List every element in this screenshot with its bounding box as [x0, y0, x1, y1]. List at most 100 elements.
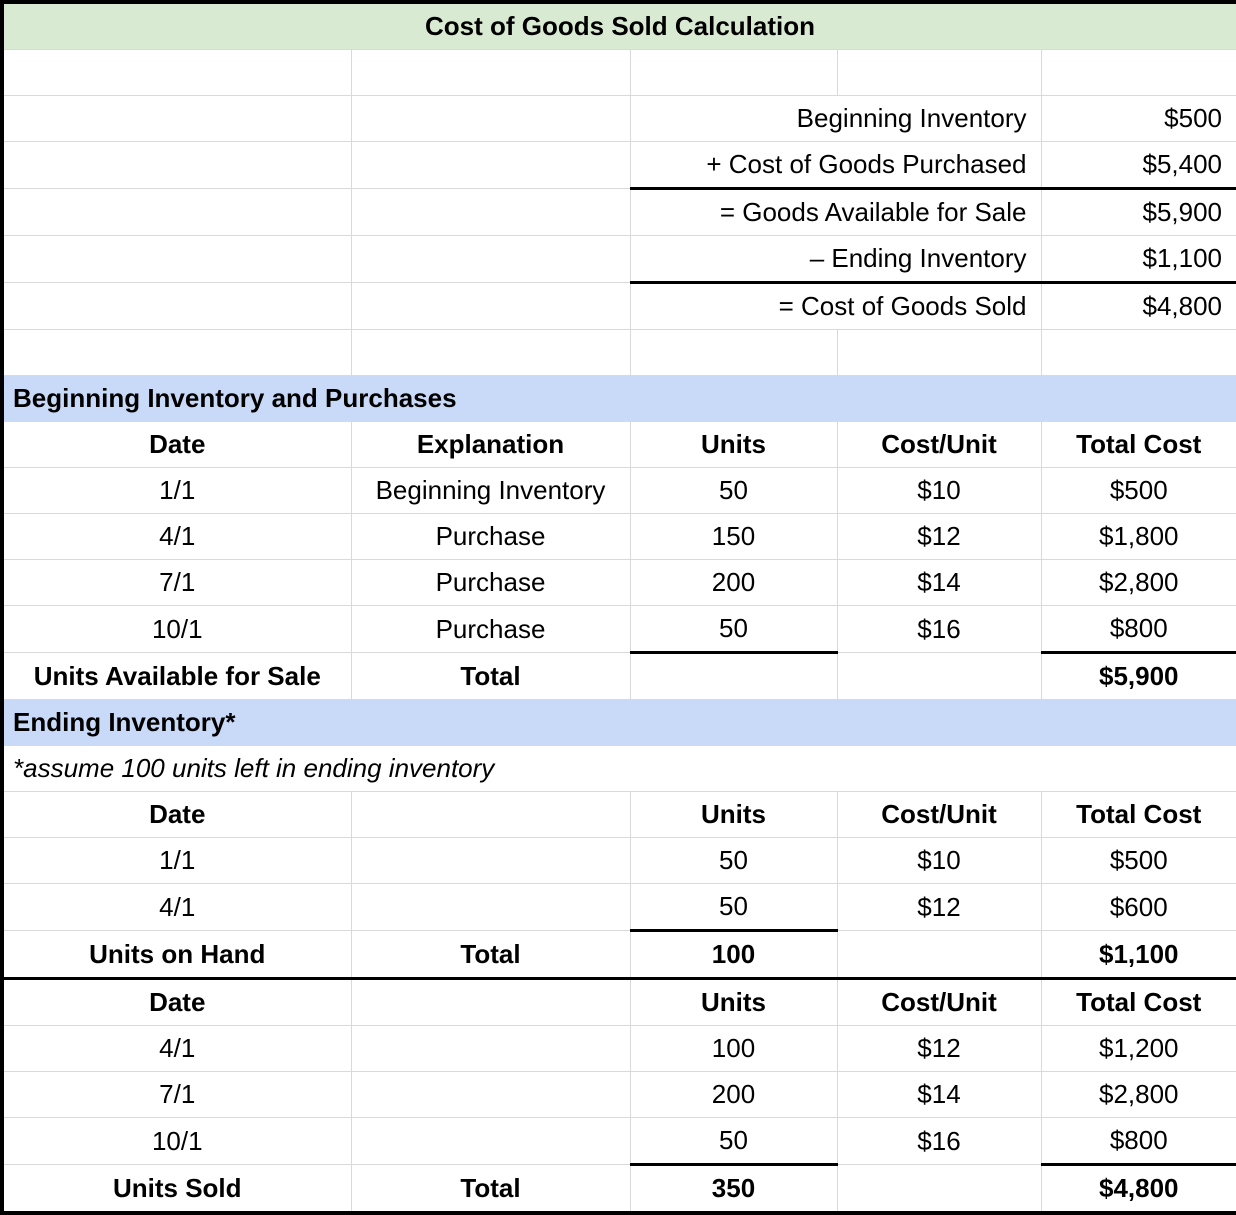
units-cell[interactable]: 150 — [629, 513, 838, 560]
total-cost-cell[interactable]: $800 — [1040, 605, 1236, 654]
explanation-cell[interactable]: Beginning Inventory — [350, 467, 631, 514]
col-header-date[interactable]: Date — [1, 791, 352, 838]
summary-value-cell[interactable]: $1,100 — [1040, 235, 1236, 284]
cost-per-unit-cell[interactable]: $14 — [836, 559, 1042, 606]
explanation-cell[interactable]: Purchase — [350, 605, 631, 653]
section-header-ending-inventory[interactable]: Ending Inventory* — [1, 699, 1236, 746]
empty-cell[interactable] — [629, 652, 838, 700]
total-cost-cell[interactable]: $500 — [1040, 837, 1236, 884]
units-cell[interactable]: 50 — [629, 605, 838, 654]
empty-cell[interactable] — [1040, 49, 1236, 96]
cost-per-unit-cell[interactable]: $12 — [836, 883, 1042, 931]
total-cost-cell[interactable]: $1,200 — [1040, 1025, 1236, 1072]
empty-cell[interactable] — [1040, 329, 1236, 376]
empty-cell[interactable] — [350, 1025, 631, 1072]
units-cell[interactable]: 50 — [629, 1117, 838, 1166]
total-units-cell[interactable]: 350 — [629, 1164, 838, 1214]
empty-cell[interactable] — [1, 329, 352, 376]
summary-value-cell[interactable]: $5,900 — [1040, 188, 1236, 236]
total-cost-cell[interactable]: $2,800 — [1040, 559, 1236, 606]
summary-label-cell[interactable]: = Cost of Goods Sold — [629, 282, 1042, 330]
date-cell[interactable]: 1/1 — [1, 837, 352, 884]
units-cell[interactable]: 200 — [629, 1071, 838, 1118]
cost-per-unit-cell[interactable]: $16 — [836, 1117, 1042, 1165]
summary-value-cell[interactable]: $5,400 — [1040, 141, 1236, 190]
total-word-cell[interactable]: Total — [350, 1164, 631, 1214]
date-cell[interactable]: 4/1 — [1, 513, 352, 560]
col-header-units[interactable]: Units — [629, 421, 838, 468]
empty-cell[interactable] — [629, 329, 838, 376]
col-header-total-cost[interactable]: Total Cost — [1040, 978, 1236, 1026]
summary-label-cell[interactable]: – Ending Inventory — [629, 235, 1042, 284]
empty-cell[interactable] — [350, 141, 631, 189]
empty-cell[interactable] — [1, 95, 352, 142]
cost-per-unit-cell[interactable]: $10 — [836, 837, 1042, 884]
col-header-total-cost[interactable]: Total Cost — [1040, 791, 1236, 838]
date-cell[interactable]: 7/1 — [1, 559, 352, 606]
col-header-total-cost[interactable]: Total Cost — [1040, 421, 1236, 468]
col-header-cost-per-unit[interactable]: Cost/Unit — [836, 791, 1042, 838]
explanation-cell[interactable]: Purchase — [350, 559, 631, 606]
total-cost-cell[interactable]: $1,100 — [1040, 930, 1236, 980]
date-cell[interactable]: 4/1 — [1, 1025, 352, 1072]
col-header-date[interactable]: Date — [1, 421, 352, 468]
empty-cell[interactable] — [1, 188, 352, 236]
total-row-label-cell[interactable]: Units on Hand — [1, 930, 352, 980]
cost-per-unit-cell[interactable]: $16 — [836, 605, 1042, 653]
units-cell[interactable]: 50 — [629, 467, 838, 514]
date-cell[interactable]: 10/1 — [1, 1117, 352, 1165]
units-cell[interactable]: 50 — [629, 837, 838, 884]
summary-value-cell[interactable]: $500 — [1040, 95, 1236, 142]
cost-per-unit-cell[interactable]: $14 — [836, 1071, 1042, 1118]
total-cost-cell[interactable]: $800 — [1040, 1117, 1236, 1166]
empty-cell[interactable] — [1, 235, 352, 283]
total-row-label-cell[interactable]: Units Sold — [1, 1164, 352, 1214]
summary-label-cell[interactable]: Beginning Inventory — [629, 95, 1042, 142]
total-cost-cell[interactable]: $500 — [1040, 467, 1236, 514]
col-header-cost-per-unit[interactable]: Cost/Unit — [836, 978, 1042, 1026]
col-header-empty[interactable] — [350, 978, 631, 1026]
total-word-cell[interactable]: Total — [350, 930, 631, 980]
cost-per-unit-cell[interactable]: $12 — [836, 513, 1042, 560]
empty-cell[interactable] — [1, 49, 352, 96]
cost-per-unit-cell[interactable]: $10 — [836, 467, 1042, 514]
empty-cell[interactable] — [350, 1071, 631, 1118]
empty-cell[interactable] — [350, 235, 631, 283]
col-header-units[interactable]: Units — [629, 978, 838, 1026]
sheet-title-cell[interactable]: Cost of Goods Sold Calculation — [1, 1, 1236, 50]
date-cell[interactable]: 4/1 — [1, 883, 352, 931]
units-cell[interactable]: 200 — [629, 559, 838, 606]
total-cost-cell[interactable]: $600 — [1040, 883, 1236, 931]
empty-cell[interactable] — [836, 49, 1042, 96]
date-cell[interactable]: 10/1 — [1, 605, 352, 653]
empty-cell[interactable] — [350, 188, 631, 236]
col-header-date[interactable]: Date — [1, 978, 352, 1026]
total-cost-cell[interactable]: $2,800 — [1040, 1071, 1236, 1118]
empty-cell[interactable] — [836, 652, 1042, 700]
total-word-cell[interactable]: Total — [350, 652, 631, 700]
empty-cell[interactable] — [350, 837, 631, 884]
empty-cell[interactable] — [350, 1117, 631, 1165]
empty-cell[interactable] — [350, 49, 631, 96]
explanation-cell[interactable]: Purchase — [350, 513, 631, 560]
date-cell[interactable]: 1/1 — [1, 467, 352, 514]
empty-cell[interactable] — [629, 49, 838, 96]
total-units-cell[interactable]: 100 — [629, 930, 838, 980]
total-row-label-cell[interactable]: Units Available for Sale — [1, 652, 352, 700]
col-header-cost-per-unit[interactable]: Cost/Unit — [836, 421, 1042, 468]
col-header-units[interactable]: Units — [629, 791, 838, 838]
section-header-purchases[interactable]: Beginning Inventory and Purchases — [1, 375, 1236, 422]
summary-value-cell[interactable]: $4,800 — [1040, 282, 1236, 330]
empty-cell[interactable] — [836, 930, 1042, 980]
cost-per-unit-cell[interactable]: $12 — [836, 1025, 1042, 1072]
empty-cell[interactable] — [350, 95, 631, 142]
units-cell[interactable]: 100 — [629, 1025, 838, 1072]
units-cell[interactable]: 50 — [629, 883, 838, 932]
summary-label-cell[interactable]: = Goods Available for Sale — [629, 188, 1042, 236]
summary-label-cell[interactable]: + Cost of Goods Purchased — [629, 141, 1042, 190]
empty-cell[interactable] — [350, 329, 631, 376]
total-cost-cell[interactable]: $4,800 — [1040, 1164, 1236, 1214]
date-cell[interactable]: 7/1 — [1, 1071, 352, 1118]
assumption-note-cell[interactable]: *assume 100 units left in ending invento… — [1, 745, 1236, 792]
empty-cell[interactable] — [350, 282, 631, 330]
